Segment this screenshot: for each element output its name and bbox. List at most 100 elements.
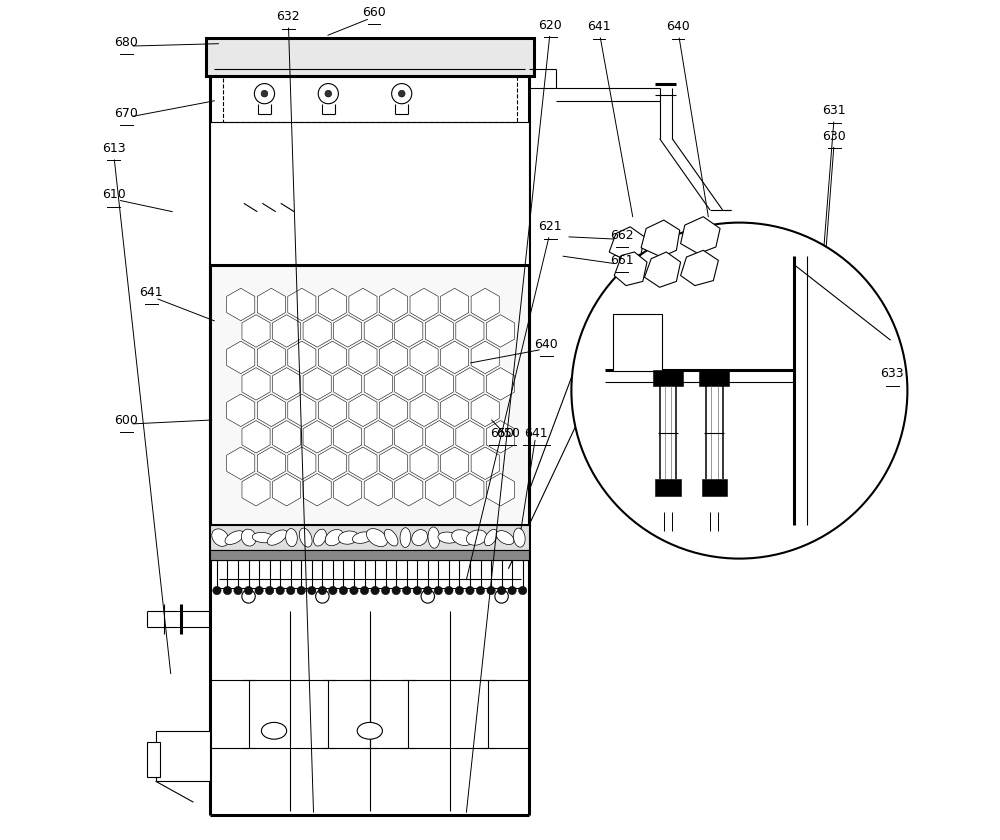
Circle shape [476, 586, 485, 595]
Circle shape [445, 586, 453, 595]
Polygon shape [303, 368, 331, 400]
Text: 650: 650 [491, 427, 514, 440]
Polygon shape [242, 474, 270, 506]
Circle shape [318, 586, 327, 595]
Text: 680: 680 [114, 35, 138, 49]
Polygon shape [273, 368, 301, 400]
Ellipse shape [384, 529, 398, 546]
Polygon shape [486, 315, 515, 347]
Ellipse shape [484, 529, 497, 546]
Polygon shape [303, 421, 331, 453]
Circle shape [466, 586, 474, 595]
Text: 641: 641 [587, 20, 611, 34]
Bar [210, 122, 529, 265]
Ellipse shape [225, 531, 244, 544]
Text: 650: 650 [496, 427, 520, 440]
Text: 630: 630 [822, 129, 846, 143]
Polygon shape [456, 421, 484, 453]
Polygon shape [349, 341, 377, 374]
Polygon shape [471, 394, 499, 427]
Polygon shape [410, 341, 438, 374]
Circle shape [265, 586, 274, 595]
Polygon shape [273, 315, 301, 347]
Circle shape [413, 586, 421, 595]
Polygon shape [364, 421, 392, 453]
Text: 660: 660 [362, 6, 386, 19]
Polygon shape [395, 421, 423, 453]
Bar [655, 479, 681, 496]
Polygon shape [257, 341, 285, 374]
Polygon shape [425, 474, 453, 506]
Ellipse shape [252, 533, 274, 543]
Polygon shape [379, 447, 408, 480]
Polygon shape [303, 315, 331, 347]
Polygon shape [681, 250, 718, 286]
Circle shape [213, 586, 221, 595]
Polygon shape [227, 288, 255, 321]
Text: 610: 610 [102, 188, 125, 202]
Polygon shape [644, 252, 681, 287]
Ellipse shape [513, 528, 525, 547]
Polygon shape [486, 474, 515, 506]
Bar [613, 314, 662, 371]
Circle shape [287, 586, 295, 595]
Circle shape [255, 586, 263, 595]
Polygon shape [334, 315, 362, 347]
Circle shape [242, 590, 255, 603]
Text: 662: 662 [610, 228, 634, 242]
Ellipse shape [400, 528, 411, 548]
Polygon shape [471, 288, 499, 321]
Polygon shape [681, 217, 720, 254]
Text: 621: 621 [539, 220, 562, 234]
Circle shape [381, 586, 390, 595]
Polygon shape [425, 315, 453, 347]
Polygon shape [303, 474, 331, 506]
Polygon shape [273, 421, 301, 453]
Polygon shape [318, 394, 346, 427]
Polygon shape [318, 341, 346, 374]
Polygon shape [257, 447, 285, 480]
Circle shape [371, 586, 379, 595]
Polygon shape [379, 341, 408, 374]
Polygon shape [227, 394, 255, 427]
Circle shape [392, 586, 400, 595]
Circle shape [234, 586, 242, 595]
Ellipse shape [338, 531, 359, 544]
Ellipse shape [261, 722, 287, 739]
Circle shape [398, 91, 405, 97]
Text: 640: 640 [666, 20, 690, 34]
Polygon shape [395, 474, 423, 506]
Ellipse shape [466, 530, 487, 545]
Ellipse shape [412, 530, 428, 545]
Ellipse shape [352, 532, 373, 543]
Polygon shape [486, 421, 515, 453]
Polygon shape [486, 368, 515, 400]
Bar [699, 370, 729, 386]
Bar [223, 76, 517, 122]
Polygon shape [242, 421, 270, 453]
Circle shape [424, 586, 432, 595]
Circle shape [392, 83, 412, 104]
Circle shape [434, 586, 443, 595]
Circle shape [329, 586, 337, 595]
Circle shape [518, 586, 527, 595]
Circle shape [497, 586, 506, 595]
Circle shape [421, 590, 435, 603]
Polygon shape [257, 288, 285, 321]
Ellipse shape [325, 529, 343, 546]
Polygon shape [257, 394, 285, 427]
Circle shape [508, 586, 516, 595]
Ellipse shape [357, 722, 382, 739]
Circle shape [360, 586, 369, 595]
Polygon shape [641, 220, 680, 257]
Polygon shape [441, 394, 469, 427]
Bar [156, 731, 210, 781]
Circle shape [316, 590, 329, 603]
Bar [210, 550, 529, 560]
Polygon shape [425, 368, 453, 400]
Ellipse shape [299, 528, 312, 547]
Text: 661: 661 [610, 254, 634, 267]
Polygon shape [364, 474, 392, 506]
Polygon shape [609, 227, 644, 260]
Polygon shape [379, 288, 408, 321]
